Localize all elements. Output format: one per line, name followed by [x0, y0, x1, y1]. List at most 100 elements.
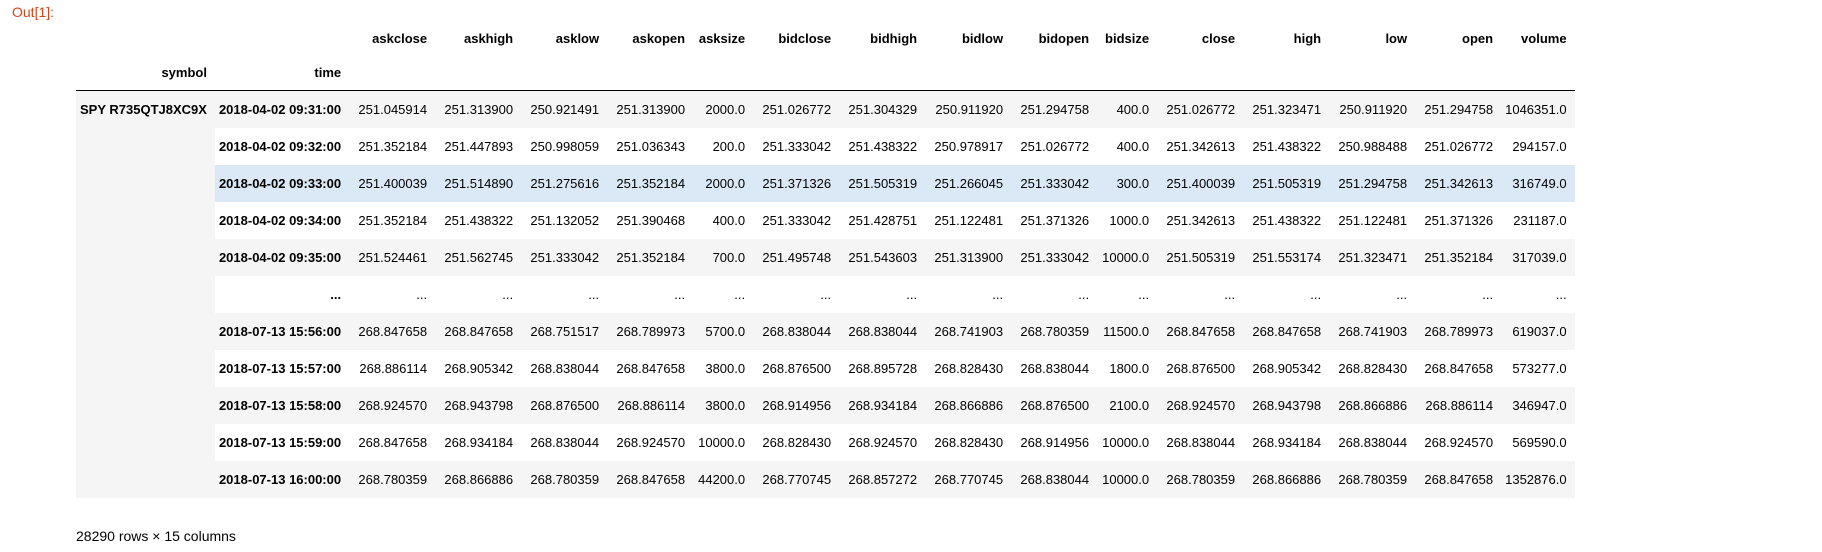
table-row: 2018-04-02 09:35:00 251.524461 251.562745 2…	[76, 238, 1575, 276]
cell-askhigh: 268.866886	[444, 471, 514, 487]
cell-open: 268.847658	[1424, 360, 1494, 376]
cell-bidlow: 268.828430	[934, 360, 1004, 376]
header-spacer	[607, 54, 694, 91]
header-spacer	[693, 54, 754, 91]
time-index-cell: ...	[330, 286, 342, 302]
cell-bidopen: ...	[1078, 286, 1090, 302]
output-prompt-label: Out[1]:	[12, 4, 55, 20]
cell-open: 251.294758	[1424, 101, 1494, 117]
cell-volume: 619037.0	[1512, 323, 1567, 339]
time-index-cell: 2018-07-13 15:57:00	[218, 360, 342, 376]
header-spacer	[1501, 54, 1575, 91]
cell-open: 251.352184	[1424, 249, 1494, 265]
time-index-cell: 2018-07-13 16:00:00	[218, 471, 342, 487]
index-name-time: time	[214, 54, 350, 91]
dataframe-table: askclose askhigh asklow askopen asksize bidcl…	[76, 22, 1575, 498]
cell-asksize: 200.0	[712, 138, 746, 154]
cell-askclose: ...	[416, 286, 428, 302]
cell-low: 268.838044	[1338, 434, 1408, 450]
column-header-row: askclose askhigh asklow askopen asksize bidcl…	[76, 22, 1575, 54]
table-row: 2018-04-02 09:34:00 251.352184 251.438322 2…	[76, 201, 1575, 239]
cell-bidopen: 251.294758	[1020, 101, 1090, 117]
cell-close: 251.026772	[1166, 101, 1236, 117]
cell-bidopen: 268.838044	[1020, 360, 1090, 376]
cell-askhigh: 251.447893	[444, 138, 514, 154]
cell-askhigh: 268.934184	[444, 434, 514, 450]
cell-askhigh: 268.905342	[444, 360, 514, 376]
cell-askclose: 268.847658	[358, 434, 428, 450]
cell-askopen: 251.390468	[616, 212, 686, 228]
cell-askclose: 268.847658	[358, 323, 428, 339]
cell-bidsize: 10000.0	[1102, 249, 1150, 265]
cell-low: 268.828430	[1338, 360, 1408, 376]
cell-open: ...	[1482, 286, 1494, 302]
cell-asksize: 5700.0	[705, 323, 746, 339]
cell-bidclose: 268.914956	[762, 397, 832, 413]
cell-bidsize: 10000.0	[1102, 471, 1150, 487]
column-header-askopen: askopen	[632, 30, 686, 46]
cell-askclose: 268.924570	[358, 397, 428, 413]
cell-asksize: 2000.0	[693, 164, 754, 202]
cell-bidsize: 11500.0	[1103, 323, 1150, 339]
cell-asklow: 268.876500	[530, 397, 600, 413]
cell-asksize: 3800.0	[705, 397, 746, 413]
time-index-cell: 2018-04-02 09:31:00	[218, 101, 342, 117]
cell-high: 251.553174	[1252, 249, 1322, 265]
cell-asksize: 10000.0	[698, 434, 746, 450]
cell-close: 268.924570	[1166, 397, 1236, 413]
cell-askclose: 251.524461	[358, 249, 428, 265]
cell-asksize: ...	[734, 286, 746, 302]
cell-volume: 1046351.0	[1505, 101, 1567, 117]
table-row: 2018-07-13 15:56:00 268.847658 268.847658 2…	[76, 312, 1575, 350]
cell-asklow: 268.751517	[530, 323, 600, 339]
cell-askclose: 268.780359	[358, 471, 428, 487]
column-header-bidclose: bidclose	[778, 30, 832, 46]
index-name-symbol: symbol	[76, 54, 215, 91]
cell-volume: 573277.0	[1512, 360, 1567, 376]
time-index-cell: 2018-04-02 09:33:00	[214, 164, 350, 202]
cell-askopen: 268.924570	[616, 434, 686, 450]
symbol-index-cell: SPY R735QTJ8XC9X	[76, 90, 215, 498]
cell-close: 268.838044	[1166, 434, 1236, 450]
cell-low: ...	[1396, 286, 1408, 302]
table-body: SPY R735QTJ8XC9X 2018-04-02 09:31:00 251.0…	[76, 90, 1575, 498]
column-header-asksize: asksize	[698, 30, 746, 46]
cell-bidsize: 400.0	[1116, 101, 1150, 117]
cell-bidlow: 268.828430	[934, 434, 1004, 450]
cell-bidopen: 251.333042	[1011, 164, 1098, 202]
header-spacer	[1415, 54, 1502, 91]
cell-volume: 317039.0	[1512, 249, 1567, 265]
cell-low: 268.741903	[1338, 323, 1408, 339]
row-count-footer: 28290 rows × 15 columns	[76, 528, 236, 544]
column-header-asklow: asklow	[555, 30, 600, 46]
cell-asklow: 268.780359	[530, 471, 600, 487]
cell-bidhigh: ...	[906, 286, 918, 302]
cell-asklow: 251.132052	[530, 212, 600, 228]
cell-askhigh: 268.847658	[444, 323, 514, 339]
cell-bidclose: 268.770745	[762, 471, 832, 487]
cell-close: 251.400039	[1157, 164, 1244, 202]
cell-high: 268.905342	[1252, 360, 1322, 376]
column-header-askhigh: askhigh	[463, 30, 514, 46]
cell-asklow: 268.838044	[530, 360, 600, 376]
cell-asklow: 251.333042	[530, 249, 600, 265]
cell-askhigh: 251.562745	[444, 249, 514, 265]
cell-high: 251.438322	[1252, 212, 1322, 228]
cell-bidclose: 251.026772	[762, 101, 832, 117]
cell-close: 251.342613	[1166, 138, 1236, 154]
cell-high: 251.438322	[1252, 138, 1322, 154]
cell-close: 268.780359	[1166, 471, 1236, 487]
time-index-cell: 2018-07-13 15:56:00	[218, 323, 342, 339]
ellipsis-row: ........................................…	[76, 275, 1575, 313]
cell-volume: 231187.0	[1513, 212, 1567, 228]
column-header-bidhigh: bidhigh	[870, 30, 918, 46]
cell-bidhigh: 268.934184	[848, 397, 918, 413]
cell-bidhigh: 268.895728	[848, 360, 918, 376]
header-spacer	[521, 54, 608, 91]
table-row: 2018-07-13 15:58:00 268.924570 268.943798 2…	[76, 386, 1575, 424]
table-row: 2018-04-02 09:32:00 251.352184 251.447893 2…	[76, 127, 1575, 165]
cell-bidhigh: 268.838044	[848, 323, 918, 339]
cell-bidsize: 1800.0	[1109, 360, 1150, 376]
cell-open: 268.886114	[1425, 397, 1494, 413]
header-spacer	[435, 54, 522, 91]
